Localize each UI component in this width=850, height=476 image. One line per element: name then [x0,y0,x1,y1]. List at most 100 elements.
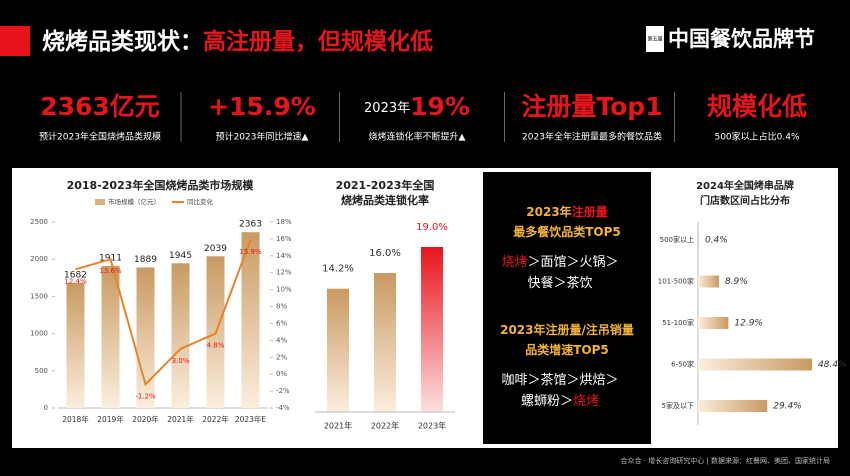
bar [698,234,699,246]
y2-tick-label: 18% [276,218,292,226]
title-white: 烧烤品类现状： [42,28,203,55]
line-value: 4.8% [207,342,225,350]
ranking-item: 茶馆 [540,372,566,388]
y-tick-label: 0 [44,404,48,412]
bar [136,267,155,408]
line [75,239,252,387]
y2-tick-label: 16% [276,235,292,243]
kpi-sub: 500家以上占比0.4% [714,131,799,143]
bar-value: 12.9% [734,319,763,329]
ranking-item: 螺蛳粉 [521,394,560,409]
y-tick-label: 101-500家 [658,277,694,286]
ranking-separator: ＞ [606,255,619,270]
y2-tick-label: 0% [276,370,287,378]
x-tick-label: 2019年 [97,414,124,424]
kpi-sub: 预计2023年全国烧烤品类规模 [39,131,161,143]
ranking-separator: ＞ [567,373,580,388]
chart-title: 2024年全国烤串品牌 [696,179,794,192]
y2-tick-label: 8% [276,303,287,311]
heading-part: 2023年 [526,204,571,219]
bar [698,358,812,371]
bar [241,232,260,408]
y-tick-label: 2500 [30,218,48,226]
bar [698,400,768,412]
heading-part: 注册量 [572,204,608,219]
logo-badge-bg [646,26,664,52]
y2-tick-label: 14% [276,252,292,260]
ranking-heading: 2023年注册量/注吊销量 [500,322,634,337]
y2-tick-label: 2% [276,353,287,361]
logo: 中国餐饮品牌节 [668,27,815,51]
x-tick-label: 2021年 [324,421,352,431]
bar [698,275,719,288]
bar [327,288,349,412]
y-tick-label: 1000 [30,330,48,338]
kpi-prefix: 2023年 [364,101,410,116]
kpi-value: 2023年19% [364,92,470,121]
chart-title: 烧烤品类连锁化率 [341,193,429,207]
ranking-item: 烧烤 [501,255,527,270]
bar-value: 1682 [64,270,87,280]
bar [698,317,729,329]
ranking-item: 咖啡 [501,373,527,388]
bar-value: 14.2% [322,264,354,275]
kpi-big: +15.9% [208,92,316,121]
y2-tick-label: -2% [276,387,290,395]
bar-value: 0.4% [705,236,728,246]
ranking-line: 烧烤＞面馆＞火锅＞ [501,254,618,270]
logo-badge: 第五届 [647,36,662,43]
bar [171,263,190,408]
bar-value: 1945 [169,251,192,261]
footer: 合众合 · 增长咨询研究中心 | 数据来源：红餐网、美团、国家统计局 [621,456,830,465]
bar [374,273,396,412]
kpi-big: 注册量Top1 [521,92,662,121]
ranking-heading: 2023年注册量 [526,204,607,219]
chart-title: 2018-2023年全国烧烤品类市场规模 [67,178,255,192]
y-tick-label: 500家以上 [660,235,694,244]
kpi-value: 规模化低 [707,92,807,121]
ranking-item: 烧烤 [573,394,599,409]
legend-label: 同比变化 [187,197,214,206]
ranking-item: 烘焙 [580,373,606,388]
kpi-sub: 烧烤连锁化率不断提升▲ [369,131,466,143]
bar-value: 1889 [134,255,157,265]
x-tick-label: 2023年E [235,414,267,424]
title-red: 高注册量，但规模化低 [203,28,433,55]
ranking-line: 咖啡＞茶馆＞烘焙＞ [501,372,618,388]
kpi-big: 19% [410,92,470,121]
y-tick-label: 5家及以下 [662,401,694,410]
x-tick-label: 2020年 [132,414,159,424]
ranking-separator: ＞ [527,373,540,388]
ranking-separator: ＞ [560,394,573,409]
y-tick-label: 51-100家 [662,318,694,327]
bar-value: 8.9% [725,277,748,287]
title: 烧烤品类现状：高注册量，但规模化低 [42,28,433,55]
y2-tick-label: 12% [276,269,292,277]
bar-value: 2363 [239,220,262,230]
ranking-panel [483,172,651,444]
x-tick-label: 2022年 [371,421,399,431]
x-tick-label: 2023年 [418,421,446,431]
kpi-big: 规模化低 [707,92,807,121]
ranking-separator: ＞ [567,255,580,270]
title-marker [0,26,30,56]
ranking-heading: 品类增速TOP5 [525,342,609,357]
ranking-item: 火锅 [580,254,606,270]
ranking-line: 快餐＞茶饮 [527,275,592,291]
kpi-value: 2363亿元 [40,92,160,121]
y-tick-label: 6-50家 [671,360,694,369]
bar-value: 2039 [204,244,227,254]
bar [66,282,85,408]
bar-value: 16.0% [369,248,401,259]
x-tick-label: 2021年 [167,414,194,424]
line-value: 13.6% [99,267,122,275]
line-value: 15.9% [239,248,262,256]
y2-tick-label: -4% [276,404,290,412]
line-value: 12.4% [64,277,87,285]
ranking-line: 螺蛳粉＞烧烤 [521,394,599,409]
heading-part: 2023年注册量/注吊销量 [500,322,634,337]
